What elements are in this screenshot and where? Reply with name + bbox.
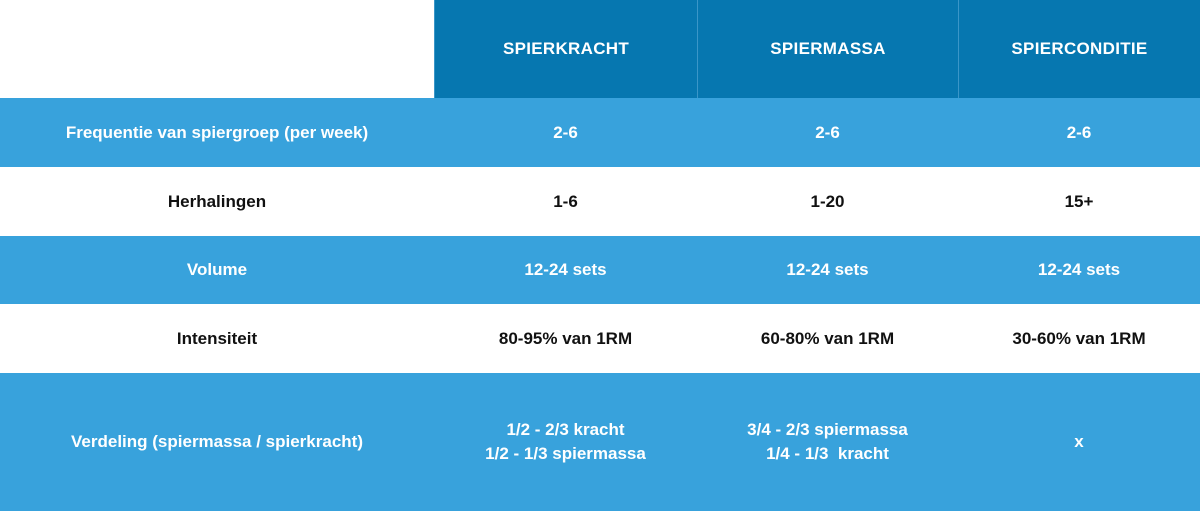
row-label-herhalingen: Herhalingen — [0, 167, 434, 236]
table-cell: 80-95% van 1RM — [434, 304, 697, 373]
table-cell: 30-60% van 1RM — [958, 304, 1200, 373]
row-label-volume: Volume — [0, 236, 434, 304]
cell-line: 1/2 - 1/3 spiermassa — [485, 444, 646, 463]
table-cell: 12-24 sets — [434, 236, 697, 304]
column-header-spiermassa: SPIERMASSA — [697, 0, 958, 98]
cell-line: x — [1074, 432, 1084, 451]
table-cell: 15+ — [958, 167, 1200, 236]
cell-line: 1/4 - 1/3 kracht — [766, 444, 889, 463]
table-cell: 12-24 sets — [958, 236, 1200, 304]
column-header-spierkracht: SPIERKRACHT — [434, 0, 697, 98]
header-corner — [0, 0, 434, 98]
column-header-spierconditie: SPIERCONDITIE — [958, 0, 1200, 98]
cell-line: 1/2 - 2/3 kracht — [506, 420, 625, 439]
table-cell: 2-6 — [958, 98, 1200, 167]
table-cell: 1-20 — [697, 167, 958, 236]
table-cell: 1-6 — [434, 167, 697, 236]
table-cell: x — [958, 373, 1200, 511]
table-cell: 60-80% van 1RM — [697, 304, 958, 373]
row-label-intensiteit: Intensiteit — [0, 304, 434, 373]
table-cell: 1/2 - 2/3 kracht 1/2 - 1/3 spiermassa — [434, 373, 697, 511]
row-label-frequentie: Frequentie van spiergroep (per week) — [0, 98, 434, 167]
row-label-verdeling: Verdeling (spiermassa / spierkracht) — [0, 373, 434, 511]
table-cell: 12-24 sets — [697, 236, 958, 304]
table-cell: 3/4 - 2/3 spiermassa 1/4 - 1/3 kracht — [697, 373, 958, 511]
cell-line: 3/4 - 2/3 spiermassa — [747, 420, 908, 439]
table-cell: 2-6 — [434, 98, 697, 167]
table-cell: 2-6 — [697, 98, 958, 167]
